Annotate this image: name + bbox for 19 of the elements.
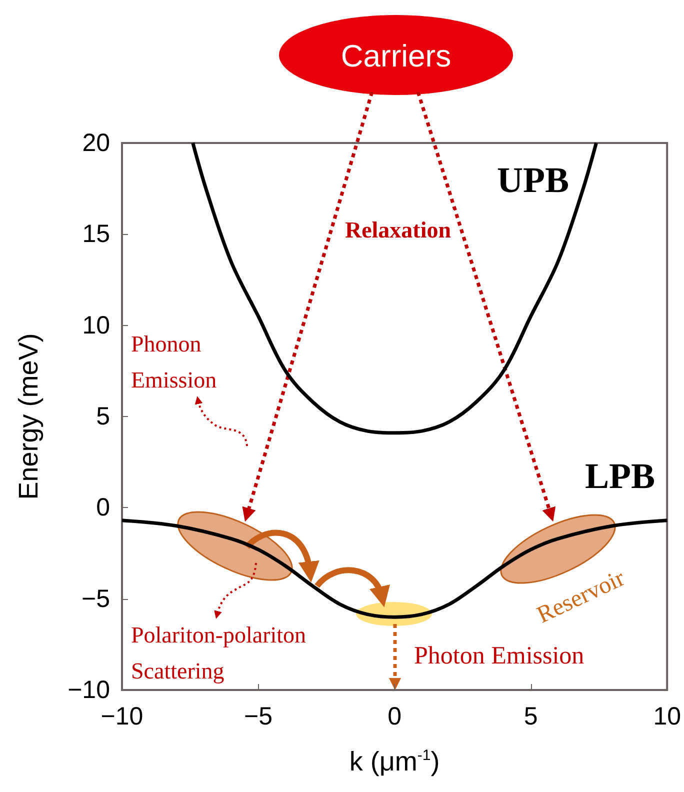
series-label: LPB	[584, 456, 656, 496]
text: Carriers	[340, 38, 452, 74]
annotation: Polariton-polariton Scattering	[131, 622, 312, 684]
y-tick-label: 15	[82, 220, 110, 248]
y-tick-label: 10	[82, 311, 110, 340]
y-tick-label: −10	[68, 676, 110, 704]
annotation: Relaxation	[344, 218, 452, 242]
y-tick-label: 20	[82, 129, 110, 157]
x-tick-label: 5	[524, 702, 538, 730]
y-tick-label: 5	[96, 402, 110, 430]
annotation: Phonon Emission	[131, 332, 218, 392]
y-axis-title: Energy (meV)	[14, 333, 44, 500]
series-label: UPB	[497, 160, 569, 200]
x-tick-label: −5	[244, 702, 273, 730]
y-tick-label: −5	[81, 584, 110, 613]
y-tick-label: 0	[96, 494, 110, 522]
x-tick-label: 0	[388, 702, 402, 730]
annotation: Photon Emission	[414, 642, 585, 670]
x-tick-label: 10	[653, 702, 681, 730]
